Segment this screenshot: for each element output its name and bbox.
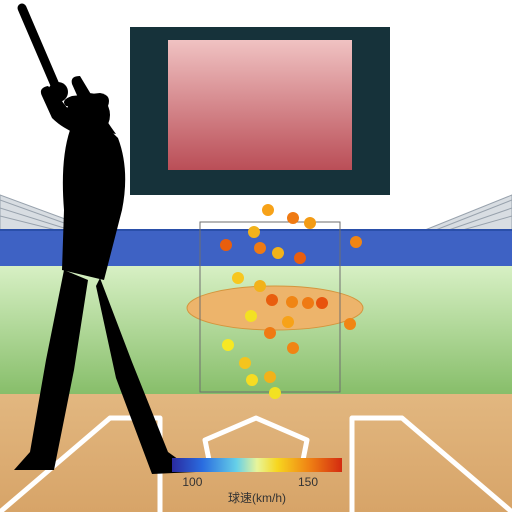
- pitch-point-3: [248, 226, 260, 238]
- pitch-point-21: [239, 357, 251, 369]
- legend-colorbar: [172, 458, 342, 472]
- pitch-point-14: [316, 297, 328, 309]
- pitch-point-0: [262, 204, 274, 216]
- pitch-point-7: [294, 252, 306, 264]
- pitch-point-4: [220, 239, 232, 251]
- pitch-point-10: [254, 280, 266, 292]
- pitch-point-17: [264, 327, 276, 339]
- pitch-point-18: [222, 339, 234, 351]
- pitch-point-16: [282, 316, 294, 328]
- pitch-point-9: [232, 272, 244, 284]
- pitch-point-19: [287, 342, 299, 354]
- pitch-point-13: [302, 297, 314, 309]
- pitch-point-20: [344, 318, 356, 330]
- scoreboard-screen: [168, 40, 352, 170]
- legend-title: 球速(km/h): [228, 491, 286, 505]
- pitch-location-chart: 100 150 球速(km/h): [0, 0, 512, 512]
- pitch-point-1: [287, 212, 299, 224]
- pitch-point-2: [304, 217, 316, 229]
- pitch-point-11: [266, 294, 278, 306]
- legend-tick: 150: [298, 475, 318, 489]
- legend-tick: 100: [182, 475, 202, 489]
- pitch-point-5: [254, 242, 266, 254]
- pitch-point-6: [272, 247, 284, 259]
- pitch-point-8: [350, 236, 362, 248]
- pitch-point-15: [245, 310, 257, 322]
- batter-hands: [48, 82, 68, 102]
- pitch-point-24: [269, 387, 281, 399]
- pitch-point-22: [246, 374, 258, 386]
- pitch-point-12: [286, 296, 298, 308]
- pitchers-mound: [187, 286, 363, 330]
- pitch-point-23: [264, 371, 276, 383]
